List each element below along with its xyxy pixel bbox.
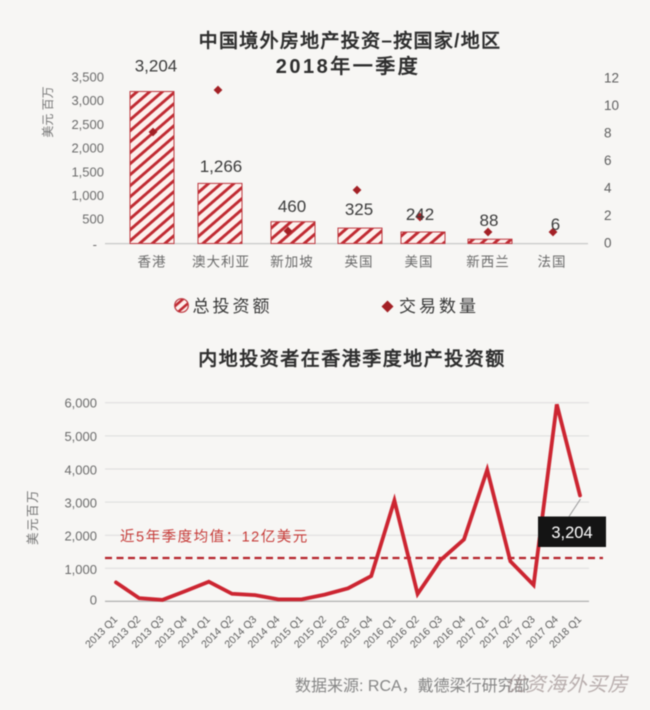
svg-text:3,500: 3,500 bbox=[71, 70, 104, 85]
svg-text:1,000: 1,000 bbox=[64, 562, 97, 577]
svg-text:交易数量: 交易数量 bbox=[399, 297, 479, 316]
svg-text:3,000: 3,000 bbox=[64, 495, 97, 510]
svg-text:美国: 美国 bbox=[405, 255, 434, 270]
svg-text:242: 242 bbox=[406, 205, 434, 224]
svg-text:英国: 英国 bbox=[345, 254, 374, 270]
svg-text:内地投资者在香港季度地产投资额: 内地投资者在香港季度地产投资额 bbox=[198, 347, 506, 370]
svg-text:优资海外买房: 优资海外买房 bbox=[505, 674, 629, 696]
svg-text:-: - bbox=[93, 237, 97, 252]
svg-text:1,500: 1,500 bbox=[71, 164, 104, 179]
svg-text:0: 0 bbox=[604, 236, 612, 251]
svg-text:3,204: 3,204 bbox=[551, 524, 592, 542]
svg-text:新加坡: 新加坡 bbox=[270, 255, 314, 270]
svg-text:法国: 法国 bbox=[538, 255, 567, 270]
svg-text:6,000: 6,000 bbox=[64, 396, 97, 411]
svg-text:4,000: 4,000 bbox=[64, 462, 97, 477]
svg-text:3,000: 3,000 bbox=[71, 93, 104, 108]
svg-text:总投资额: 总投资额 bbox=[193, 297, 273, 316]
svg-text:2018年一季度: 2018年一季度 bbox=[276, 54, 421, 78]
svg-text:澳大利亚: 澳大利亚 bbox=[192, 255, 250, 270]
svg-text:中国境外房地产投资–按国家/地区: 中国境外房地产投资–按国家/地区 bbox=[199, 29, 502, 52]
svg-text:数据来源: RCA，戴德梁行研究部: 数据来源: RCA，戴德梁行研究部 bbox=[295, 677, 530, 695]
svg-text:12: 12 bbox=[604, 71, 619, 86]
svg-text:8: 8 bbox=[604, 126, 612, 141]
svg-text:新西兰: 新西兰 bbox=[466, 255, 510, 270]
svg-text:3,204: 3,204 bbox=[135, 57, 178, 76]
svg-text:美元 百万: 美元 百万 bbox=[41, 86, 55, 137]
svg-text:6: 6 bbox=[604, 153, 612, 168]
svg-text:10: 10 bbox=[604, 98, 619, 113]
svg-text:460: 460 bbox=[278, 197, 306, 216]
svg-text:5,000: 5,000 bbox=[64, 429, 97, 444]
svg-text:2: 2 bbox=[604, 208, 612, 223]
svg-text:2,000: 2,000 bbox=[71, 141, 104, 156]
svg-text:500: 500 bbox=[82, 212, 104, 227]
svg-text:4: 4 bbox=[604, 181, 612, 196]
svg-text:1,000: 1,000 bbox=[71, 188, 104, 203]
svg-text:2,000: 2,000 bbox=[64, 529, 97, 544]
svg-text:6: 6 bbox=[551, 215, 560, 234]
svg-text:1,266: 1,266 bbox=[200, 157, 243, 176]
svg-text:美元百万: 美元百万 bbox=[26, 489, 40, 545]
svg-text:近5年季度均值：12亿美元: 近5年季度均值：12亿美元 bbox=[120, 529, 309, 546]
svg-text:88: 88 bbox=[480, 211, 499, 230]
svg-text:2,500: 2,500 bbox=[71, 117, 104, 132]
svg-text:0: 0 bbox=[90, 592, 97, 607]
svg-text:325: 325 bbox=[345, 200, 373, 219]
svg-text:香港: 香港 bbox=[138, 255, 167, 270]
